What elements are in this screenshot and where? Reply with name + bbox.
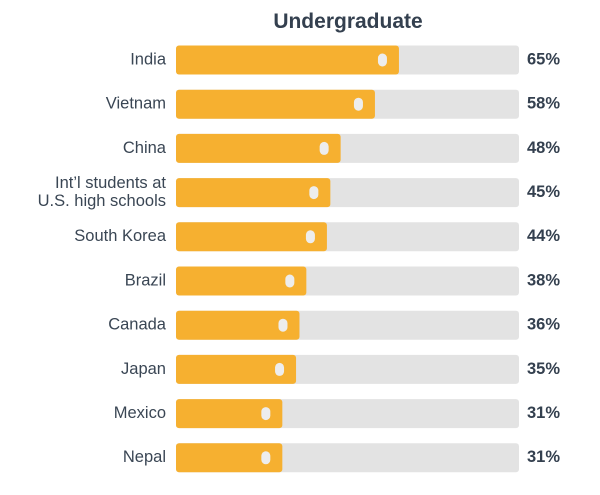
category-label: Nepal xyxy=(123,448,166,466)
value-label: 31% xyxy=(527,448,560,466)
category-label: India xyxy=(130,50,167,68)
bar xyxy=(176,443,283,473)
bar-row: Japan 35% xyxy=(121,354,560,384)
category-label: Brazil xyxy=(125,271,166,289)
bar-row: India 65% xyxy=(130,45,560,75)
bar-marker xyxy=(261,407,271,421)
bar xyxy=(176,266,307,296)
bar-row: Vietnam 58% xyxy=(106,89,560,119)
bar xyxy=(176,89,375,119)
chart-title: Undergraduate xyxy=(273,10,423,33)
value-label: 38% xyxy=(527,271,560,289)
bar-row: Brazil 38% xyxy=(125,266,560,296)
bar xyxy=(176,399,283,429)
bar-marker xyxy=(285,274,295,288)
value-label: 58% xyxy=(527,95,560,113)
bar xyxy=(176,45,399,75)
bar-marker xyxy=(305,230,315,244)
value-label: 36% xyxy=(527,316,560,334)
bar xyxy=(176,310,300,340)
bar-marker xyxy=(309,186,319,200)
category-label: Mexico xyxy=(114,404,166,422)
category-label: Int’l students at U.S. high schools xyxy=(38,174,167,210)
bar-row: Mexico 31% xyxy=(114,399,560,429)
value-label: 48% xyxy=(527,139,560,157)
category-label: China xyxy=(123,139,167,157)
bar xyxy=(176,222,327,252)
bar-marker xyxy=(275,362,285,376)
bar-row: Canada 36% xyxy=(108,310,560,340)
bar-row: South Korea 44% xyxy=(74,222,560,252)
bar-marker xyxy=(353,97,363,111)
bar-row: Nepal 31% xyxy=(123,443,560,473)
category-label: Canada xyxy=(108,316,167,334)
bar xyxy=(176,133,341,163)
value-label: 35% xyxy=(527,360,560,378)
bar-marker xyxy=(377,53,387,67)
bar-row: China 48% xyxy=(123,133,560,163)
value-label: 65% xyxy=(527,50,560,68)
value-label: 45% xyxy=(527,183,560,201)
bar-marker xyxy=(261,451,271,465)
bar xyxy=(176,354,297,384)
value-label: 44% xyxy=(527,227,560,245)
category-label: Vietnam xyxy=(106,95,166,113)
category-label: South Korea xyxy=(74,227,167,245)
category-label: Japan xyxy=(121,360,166,378)
bar-marker xyxy=(319,141,329,155)
bar-marker xyxy=(278,318,288,332)
bar xyxy=(176,178,331,208)
bar-row: Int’l students at U.S. high schools 45% xyxy=(38,174,561,210)
value-label: 31% xyxy=(527,404,560,422)
